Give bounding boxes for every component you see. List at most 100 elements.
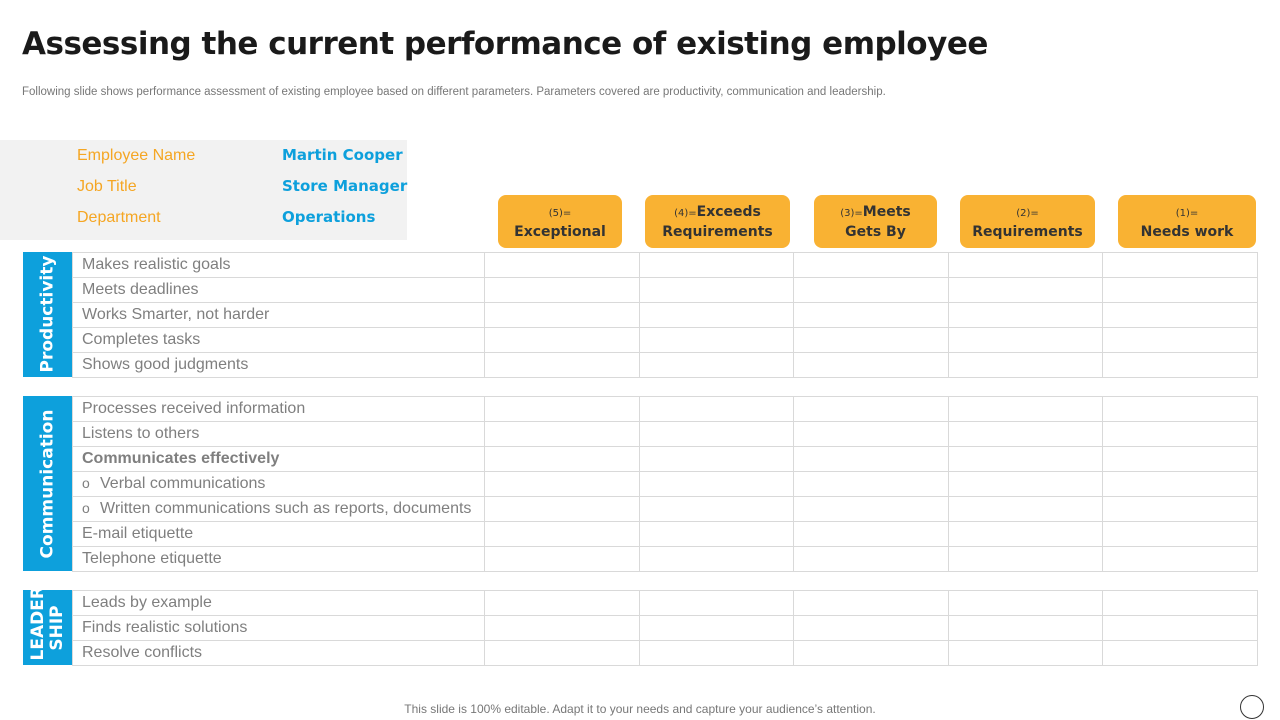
table-cell (948, 277, 1103, 303)
table-cell (639, 521, 794, 547)
rating-label: Requirements (972, 224, 1083, 240)
row-text: Verbal communications (100, 475, 266, 492)
table-cell (948, 615, 1103, 641)
table-cell (1102, 396, 1258, 422)
rating-label-top: Exceeds (696, 204, 761, 220)
section-name: LEADER SHIP (27, 585, 67, 660)
table-cell (484, 421, 640, 447)
rating-label: Gets By (845, 224, 906, 240)
info-value: Store Manager (282, 177, 408, 195)
table-cell (639, 252, 794, 278)
table-cell (484, 590, 640, 616)
table-cell (1102, 327, 1258, 353)
table-cell (1102, 471, 1258, 497)
row-text: Telephone etiquette (82, 550, 222, 567)
table-cell (948, 590, 1103, 616)
table-cell (484, 615, 640, 641)
table-cell (948, 352, 1103, 378)
table-cell (1102, 302, 1258, 328)
table-cell (793, 496, 949, 522)
table-cell (1102, 252, 1258, 278)
table-cell (1102, 446, 1258, 472)
info-value: Martin Cooper (282, 146, 403, 164)
table-cell (793, 396, 949, 422)
section-label: LEADER SHIP (23, 585, 72, 665)
table-cell (484, 396, 640, 422)
table-cell (1102, 277, 1258, 303)
rating-label: Exceptional (514, 224, 606, 240)
rating-score: (1)= (1175, 208, 1199, 219)
table-cell (793, 521, 949, 547)
table-cell (484, 302, 640, 328)
circle-icon (1240, 695, 1264, 719)
info-label: Department (77, 209, 161, 226)
table-cell (1102, 496, 1258, 522)
row-text: E-mail etiquette (82, 525, 194, 542)
table-cell (639, 640, 794, 666)
table-cell (639, 496, 794, 522)
table-cell (793, 252, 949, 278)
subtitle: Following slide shows performance assess… (22, 86, 886, 98)
table-cell (948, 521, 1103, 547)
section-label: Productivity (23, 252, 72, 377)
table-cell (948, 640, 1103, 666)
table-cell (793, 446, 949, 472)
row-text: Meets deadlines (82, 281, 199, 298)
section-label: Communication (23, 396, 72, 571)
table-cell (948, 446, 1103, 472)
rating-header: (1)= Needs work (1118, 195, 1256, 248)
table-cell (948, 396, 1103, 422)
section-name: Communication (37, 409, 57, 558)
table-cell (948, 471, 1103, 497)
info-value: Operations (282, 208, 376, 226)
table-cell (793, 277, 949, 303)
table-cell (948, 421, 1103, 447)
table-cell (484, 252, 640, 278)
rating-header: (2)= Requirements (960, 195, 1095, 248)
table-cell (639, 446, 794, 472)
row-text: Resolve conflicts (82, 644, 203, 661)
row-text: Completes tasks (82, 331, 201, 348)
row-text: Communicates effectively (82, 450, 280, 467)
table-cell (1102, 590, 1258, 616)
table-cell (793, 352, 949, 378)
table-cell (484, 496, 640, 522)
footer: This slide is 100% editable. Adapt it to… (404, 702, 876, 716)
rating-score: (4)= (674, 208, 697, 219)
table-cell (793, 615, 949, 641)
table-cell (1102, 352, 1258, 378)
rating-header: (5)= Exceptional (498, 195, 622, 248)
table-cell (793, 640, 949, 666)
bullet: o (82, 500, 90, 516)
table-cell (948, 546, 1103, 572)
table-cell (793, 327, 949, 353)
rating-label-top: Meets (862, 204, 911, 220)
rating-score: (5)= (548, 208, 572, 219)
row-text: Leads by example (82, 594, 212, 611)
table-cell (639, 277, 794, 303)
rating-header: (3)=Meets Gets By (814, 195, 937, 248)
table-cell (793, 471, 949, 497)
rating-score: (2)= (1016, 208, 1039, 219)
table-cell (639, 352, 794, 378)
section-name: Productivity (37, 255, 57, 372)
rating-score: (3)= (840, 208, 863, 219)
table-cell (639, 327, 794, 353)
table-cell (1102, 421, 1258, 447)
table-cell (484, 352, 640, 378)
table-cell (484, 546, 640, 572)
table-cell (484, 640, 640, 666)
table-cell (793, 590, 949, 616)
row-text: Written communications such as reports, … (100, 500, 472, 517)
rating-header: (4)=Exceeds Requirements (645, 195, 790, 248)
title: Assessing the current performance of exi… (22, 26, 988, 62)
table-cell (484, 521, 640, 547)
row-text: Makes realistic goals (82, 256, 231, 273)
table-cell (948, 496, 1103, 522)
table-cell (639, 615, 794, 641)
table-cell (639, 590, 794, 616)
table-cell (484, 327, 640, 353)
table-cell (639, 546, 794, 572)
table-cell (793, 546, 949, 572)
table-cell (1102, 521, 1258, 547)
